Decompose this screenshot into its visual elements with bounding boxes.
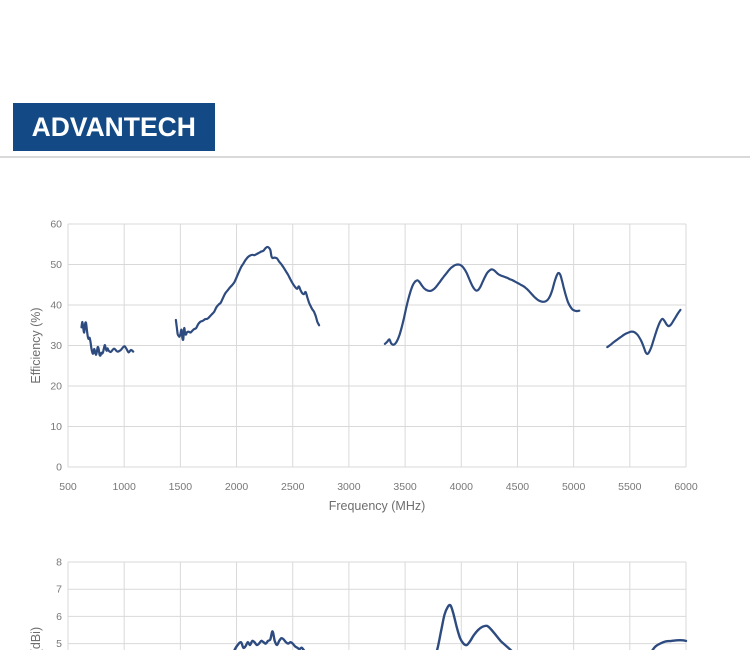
svg-text:10: 10 — [50, 421, 62, 433]
gain-chart-grid — [67, 561, 687, 650]
svg-text:0: 0 — [56, 462, 62, 474]
gain-chart-ylabel: Peak Gain (dBi) — [29, 627, 43, 650]
advantech-logo-text: ADVANTECH — [31, 111, 197, 142]
advantech-logo: ADVANTECH — [13, 103, 215, 151]
efficiency-chart-xlabel: Frequency (MHz) — [329, 499, 426, 513]
efficiency-chart-ylabel: Efficiency (%) — [29, 307, 43, 383]
gain-series — [233, 603, 688, 650]
svg-text:30: 30 — [50, 340, 62, 352]
svg-text:2000: 2000 — [225, 481, 249, 493]
gain-chart: 8 7 6 5 Peak Gain (dBi) — [29, 557, 688, 650]
efficiency-series — [80, 245, 682, 357]
svg-text:3500: 3500 — [393, 481, 417, 493]
svg-text:6: 6 — [56, 611, 62, 623]
svg-text:40: 40 — [50, 300, 62, 312]
svg-text:1000: 1000 — [113, 481, 137, 493]
header-divider — [0, 156, 750, 158]
svg-text:7: 7 — [56, 584, 62, 596]
svg-text:500: 500 — [59, 481, 77, 493]
svg-text:5500: 5500 — [618, 481, 642, 493]
svg-text:60: 60 — [50, 219, 62, 231]
svg-text:5: 5 — [56, 638, 62, 650]
svg-text:3000: 3000 — [337, 481, 361, 493]
efficiency-chart-ticks: 0 10 20 30 40 50 60 500 1000 1500 2000 2500 3000 3500… — [50, 219, 698, 494]
svg-text:5000: 5000 — [562, 481, 586, 493]
svg-text:2500: 2500 — [281, 481, 305, 493]
svg-text:50: 50 — [50, 259, 62, 271]
svg-text:20: 20 — [50, 381, 62, 393]
svg-text:4000: 4000 — [450, 481, 474, 493]
efficiency-chart: 0 10 20 30 40 50 60 500 1000 1500 2000 2500 3000 3500… — [29, 219, 698, 514]
gain-chart-ticks: 8 7 6 5 — [56, 557, 62, 650]
svg-text:4500: 4500 — [506, 481, 530, 493]
efficiency-chart-grid — [67, 223, 687, 468]
svg-text:1500: 1500 — [169, 481, 193, 493]
svg-text:6000: 6000 — [674, 481, 698, 493]
svg-text:8: 8 — [56, 557, 62, 569]
